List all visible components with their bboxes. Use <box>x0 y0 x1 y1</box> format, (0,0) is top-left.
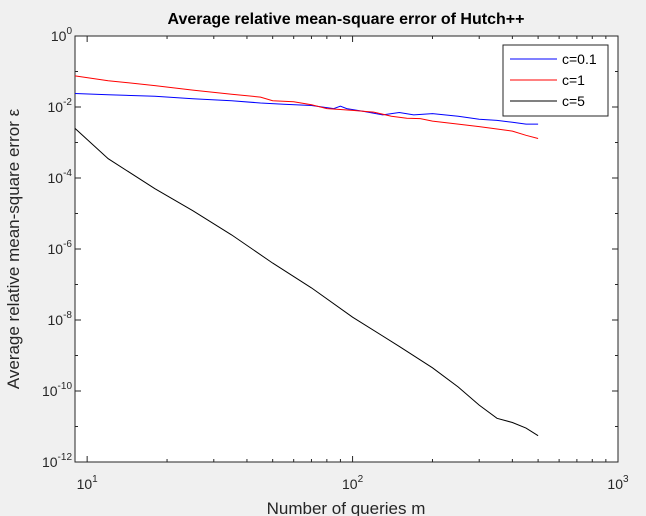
y-tick-label: 100 <box>51 26 73 44</box>
series-line-c1 <box>74 75 539 139</box>
series-line-c01 <box>74 93 539 125</box>
y-tick-label: 10-4 <box>48 168 73 186</box>
legend-label-c01: c=0.1 <box>562 51 597 67</box>
series-line-c5 <box>74 128 539 437</box>
legend-label-c5: c=5 <box>562 93 585 109</box>
y-tick-label: 10-8 <box>48 310 73 328</box>
legend: c=0.1 c=1 c=5 <box>502 44 609 117</box>
y-tick-label: 10-6 <box>48 239 73 257</box>
x-tick-label: 102 <box>342 474 364 492</box>
data-series <box>74 75 539 437</box>
chart-title: Average relative mean-square error of Hu… <box>168 11 525 28</box>
x-axis-label: Number of queries m <box>267 499 426 516</box>
legend-label-c1: c=1 <box>562 72 585 88</box>
y-tick-label: 10-10 <box>42 381 72 399</box>
y-tick-label: 10-2 <box>48 97 73 115</box>
x-tick-label: 103 <box>607 474 629 492</box>
y-tick-label: 10-12 <box>42 452 72 470</box>
y-axis-label: Average relative mean-square error ε <box>4 108 23 389</box>
x-tick-label: 101 <box>77 474 99 492</box>
axis-ticks: 101 102 103 100 10-2 10-4 10-6 10-8 10-10 10-12 <box>42 26 629 492</box>
